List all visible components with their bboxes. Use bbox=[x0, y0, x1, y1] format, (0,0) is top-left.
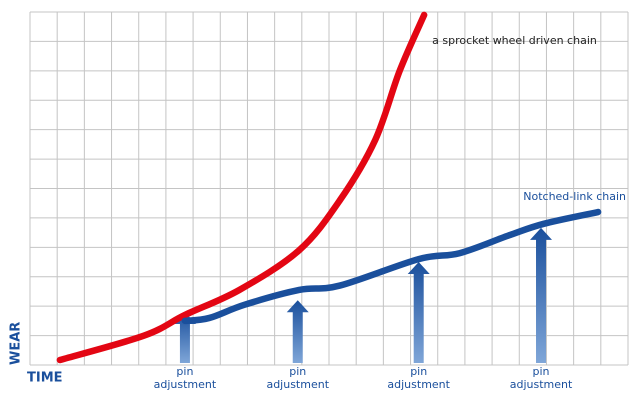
labels: pinadjustmentpinadjustmentpinadjustmentp… bbox=[9, 34, 627, 391]
annotation-label: adjustment bbox=[266, 378, 329, 391]
x-axis-label: TIME bbox=[27, 371, 63, 386]
series-line bbox=[56, 11, 428, 364]
adjustment-arrow bbox=[286, 300, 309, 363]
annotation-label: pin bbox=[533, 365, 550, 378]
series-label: Notched-link chain bbox=[523, 190, 626, 203]
annotation-label: pin bbox=[410, 365, 427, 378]
arrows bbox=[173, 227, 553, 363]
adjustment-arrow bbox=[173, 312, 196, 363]
y-axis-label: WEAR bbox=[9, 322, 24, 365]
annotation-label: adjustment bbox=[510, 378, 573, 391]
series-line bbox=[181, 208, 602, 325]
lines bbox=[56, 11, 602, 364]
series-label: a sprocket wheel driven chain bbox=[432, 34, 597, 47]
annotation-label: pin bbox=[289, 365, 306, 378]
annotation-label: pin bbox=[176, 365, 193, 378]
adjustment-arrow bbox=[407, 262, 430, 363]
grid bbox=[29, 11, 629, 366]
adjustment-arrow bbox=[530, 227, 553, 363]
annotation-label: adjustment bbox=[387, 378, 450, 391]
annotation-label: adjustment bbox=[154, 378, 217, 391]
